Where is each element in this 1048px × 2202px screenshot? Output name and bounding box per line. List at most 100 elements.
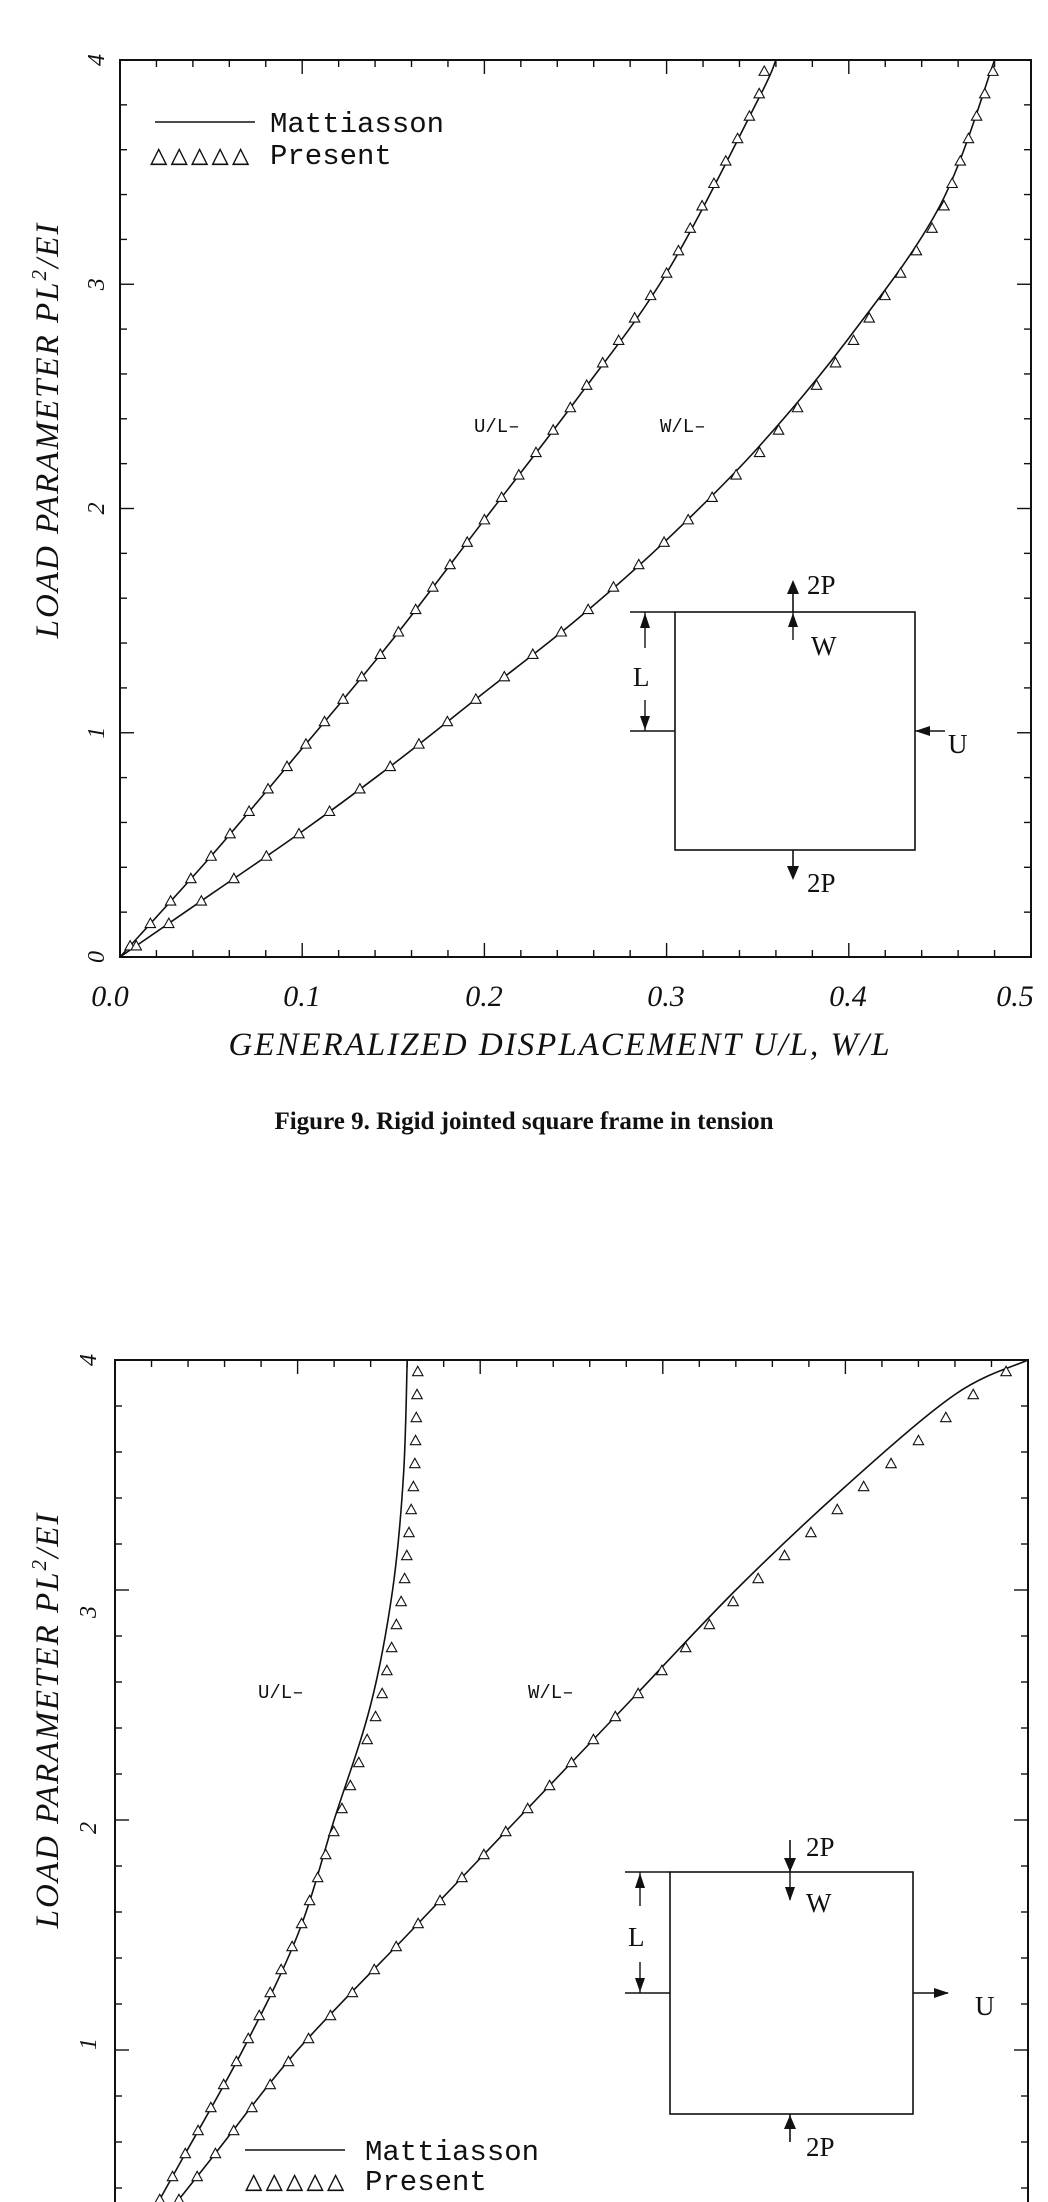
- plot-frame: [119, 59, 1032, 958]
- series-marker-wl: [411, 1917, 425, 1929]
- series-marker-wl: [831, 1503, 844, 1515]
- series-marker-wl: [679, 1641, 692, 1653]
- series-marker-wl: [753, 446, 766, 458]
- top-load-label: 2P: [807, 570, 836, 600]
- series-marker-ul: [443, 558, 457, 570]
- x-tick-label: 0.0: [91, 980, 129, 1013]
- series-marker-ul: [410, 1411, 423, 1423]
- series-marker-ul: [547, 423, 560, 435]
- curve-label-w: W/L–: [528, 1682, 574, 1704]
- series-marker-ul: [352, 1756, 365, 1768]
- x-axis-title: GENERALIZED DISPLACEMENT U/L, W/L: [228, 1027, 891, 1060]
- legend: Mattiasson △△△△△ Present: [245, 2136, 539, 2199]
- series-marker-wl: [910, 244, 923, 256]
- series-marker-wl: [884, 1457, 898, 1469]
- series-marker-wl: [810, 378, 823, 390]
- series-marker-ul: [564, 401, 577, 413]
- y-tick-label: 2: [84, 503, 110, 515]
- series-marker-ul: [335, 1802, 349, 1814]
- series-marker-ul: [355, 670, 368, 682]
- series-marker-wl: [729, 468, 743, 480]
- series-marker-wl: [302, 2032, 315, 2044]
- series-marker-wl: [174, 2193, 184, 2202]
- series-marker-ul: [154, 2193, 165, 2202]
- figure-caption: Figure 9. Rigid jointed square frame in …: [274, 1108, 774, 1135]
- series-marker-ul: [398, 1572, 411, 1584]
- y-tick-label: 2: [76, 1822, 102, 1834]
- series-marker-ul: [242, 804, 256, 816]
- series-marker-ul: [461, 535, 474, 547]
- series-marker-wl: [324, 2009, 337, 2021]
- series-marker-ul: [409, 603, 422, 615]
- series-marker-wl: [227, 872, 241, 884]
- series-marker-ul: [644, 289, 657, 301]
- u-label: U: [948, 729, 968, 759]
- series-marker-ul: [327, 1825, 340, 1837]
- series-marker-ul: [285, 1940, 299, 1952]
- series-marker-ul: [204, 2101, 217, 2113]
- series-marker-ul: [758, 64, 771, 76]
- series-marker-wl: [954, 154, 967, 166]
- series-marker-ul: [374, 647, 387, 659]
- series-marker-wl: [752, 1572, 765, 1584]
- series-marker-wl: [323, 804, 336, 816]
- series-marker-wl: [999, 1365, 1013, 1377]
- series-marker-ul: [392, 625, 405, 637]
- series-line-ul: [119, 59, 777, 958]
- series-marker-wl: [412, 737, 426, 749]
- series-marker-wl: [791, 401, 804, 413]
- series-marker-ul: [166, 2170, 179, 2182]
- axis-ticks: [114, 1359, 1029, 2189]
- series-marker-wl: [469, 692, 482, 704]
- top-load-label: 2P: [806, 1832, 835, 1862]
- bottom-load-label: 2P: [807, 868, 836, 898]
- series-marker-wl: [292, 827, 306, 839]
- y-tick-label: 0: [84, 951, 110, 963]
- series-marker-wl: [526, 647, 539, 659]
- series-marker-wl: [946, 177, 959, 189]
- series-marker-ul: [380, 1664, 394, 1676]
- series-layer: [119, 59, 1000, 958]
- legend-marker-label: Present: [270, 140, 392, 173]
- series-marker-wl: [162, 917, 175, 929]
- series-marker-ul: [217, 2078, 230, 2090]
- series-marker-ul: [164, 894, 177, 906]
- series-marker-ul: [719, 154, 732, 166]
- arrowhead-down-icon: [785, 1887, 795, 1901]
- legend-line-label: Mattiasson: [365, 2136, 539, 2169]
- series-marker-ul: [376, 1687, 389, 1699]
- legend-marker-label: Present: [365, 2166, 487, 2199]
- series-marker-ul: [405, 1503, 418, 1515]
- series-marker-ul: [261, 782, 275, 794]
- l-label: L: [633, 662, 650, 692]
- series-marker-wl: [703, 1618, 716, 1630]
- series-marker-wl: [829, 356, 842, 368]
- series-marker-ul: [344, 1779, 357, 1791]
- arrowhead-down-icon: [635, 1978, 645, 1992]
- series-marker-wl: [925, 221, 939, 233]
- series-marker-wl: [195, 894, 208, 906]
- legend-line-label: Mattiasson: [270, 108, 444, 141]
- series-marker-ul: [411, 1365, 424, 1377]
- u-label: U: [975, 1991, 995, 2021]
- series-marker-wl: [778, 1549, 791, 1561]
- figure-2-chart: 1 2 3 4 LOAD PARAMETER PL2/EI Mattiasson…: [27, 1354, 1029, 2202]
- axis-ticks: [119, 59, 1032, 958]
- series-marker-wl: [804, 1526, 818, 1538]
- series-marker-wl: [632, 558, 645, 570]
- series-marker-wl: [609, 1710, 622, 1722]
- x-tick-label: 0.3: [647, 980, 685, 1013]
- series-marker-wl: [967, 1388, 980, 1400]
- series-marker-wl: [498, 670, 511, 682]
- x-tick-label: 0.5: [996, 980, 1034, 1013]
- l-label: L: [628, 1922, 645, 1952]
- y-tick-label: 1: [84, 727, 110, 739]
- series-marker-wl: [245, 2101, 259, 2113]
- series-marker-ul: [230, 2055, 243, 2067]
- series-marker-wl: [499, 1825, 512, 1837]
- series-marker-ul: [612, 333, 625, 346]
- frame-inset-diagram: 2P W 2P L U: [625, 1832, 995, 2162]
- legend-marker-swatch: △△△△△: [150, 140, 252, 173]
- series-marker-wl: [912, 1434, 925, 1446]
